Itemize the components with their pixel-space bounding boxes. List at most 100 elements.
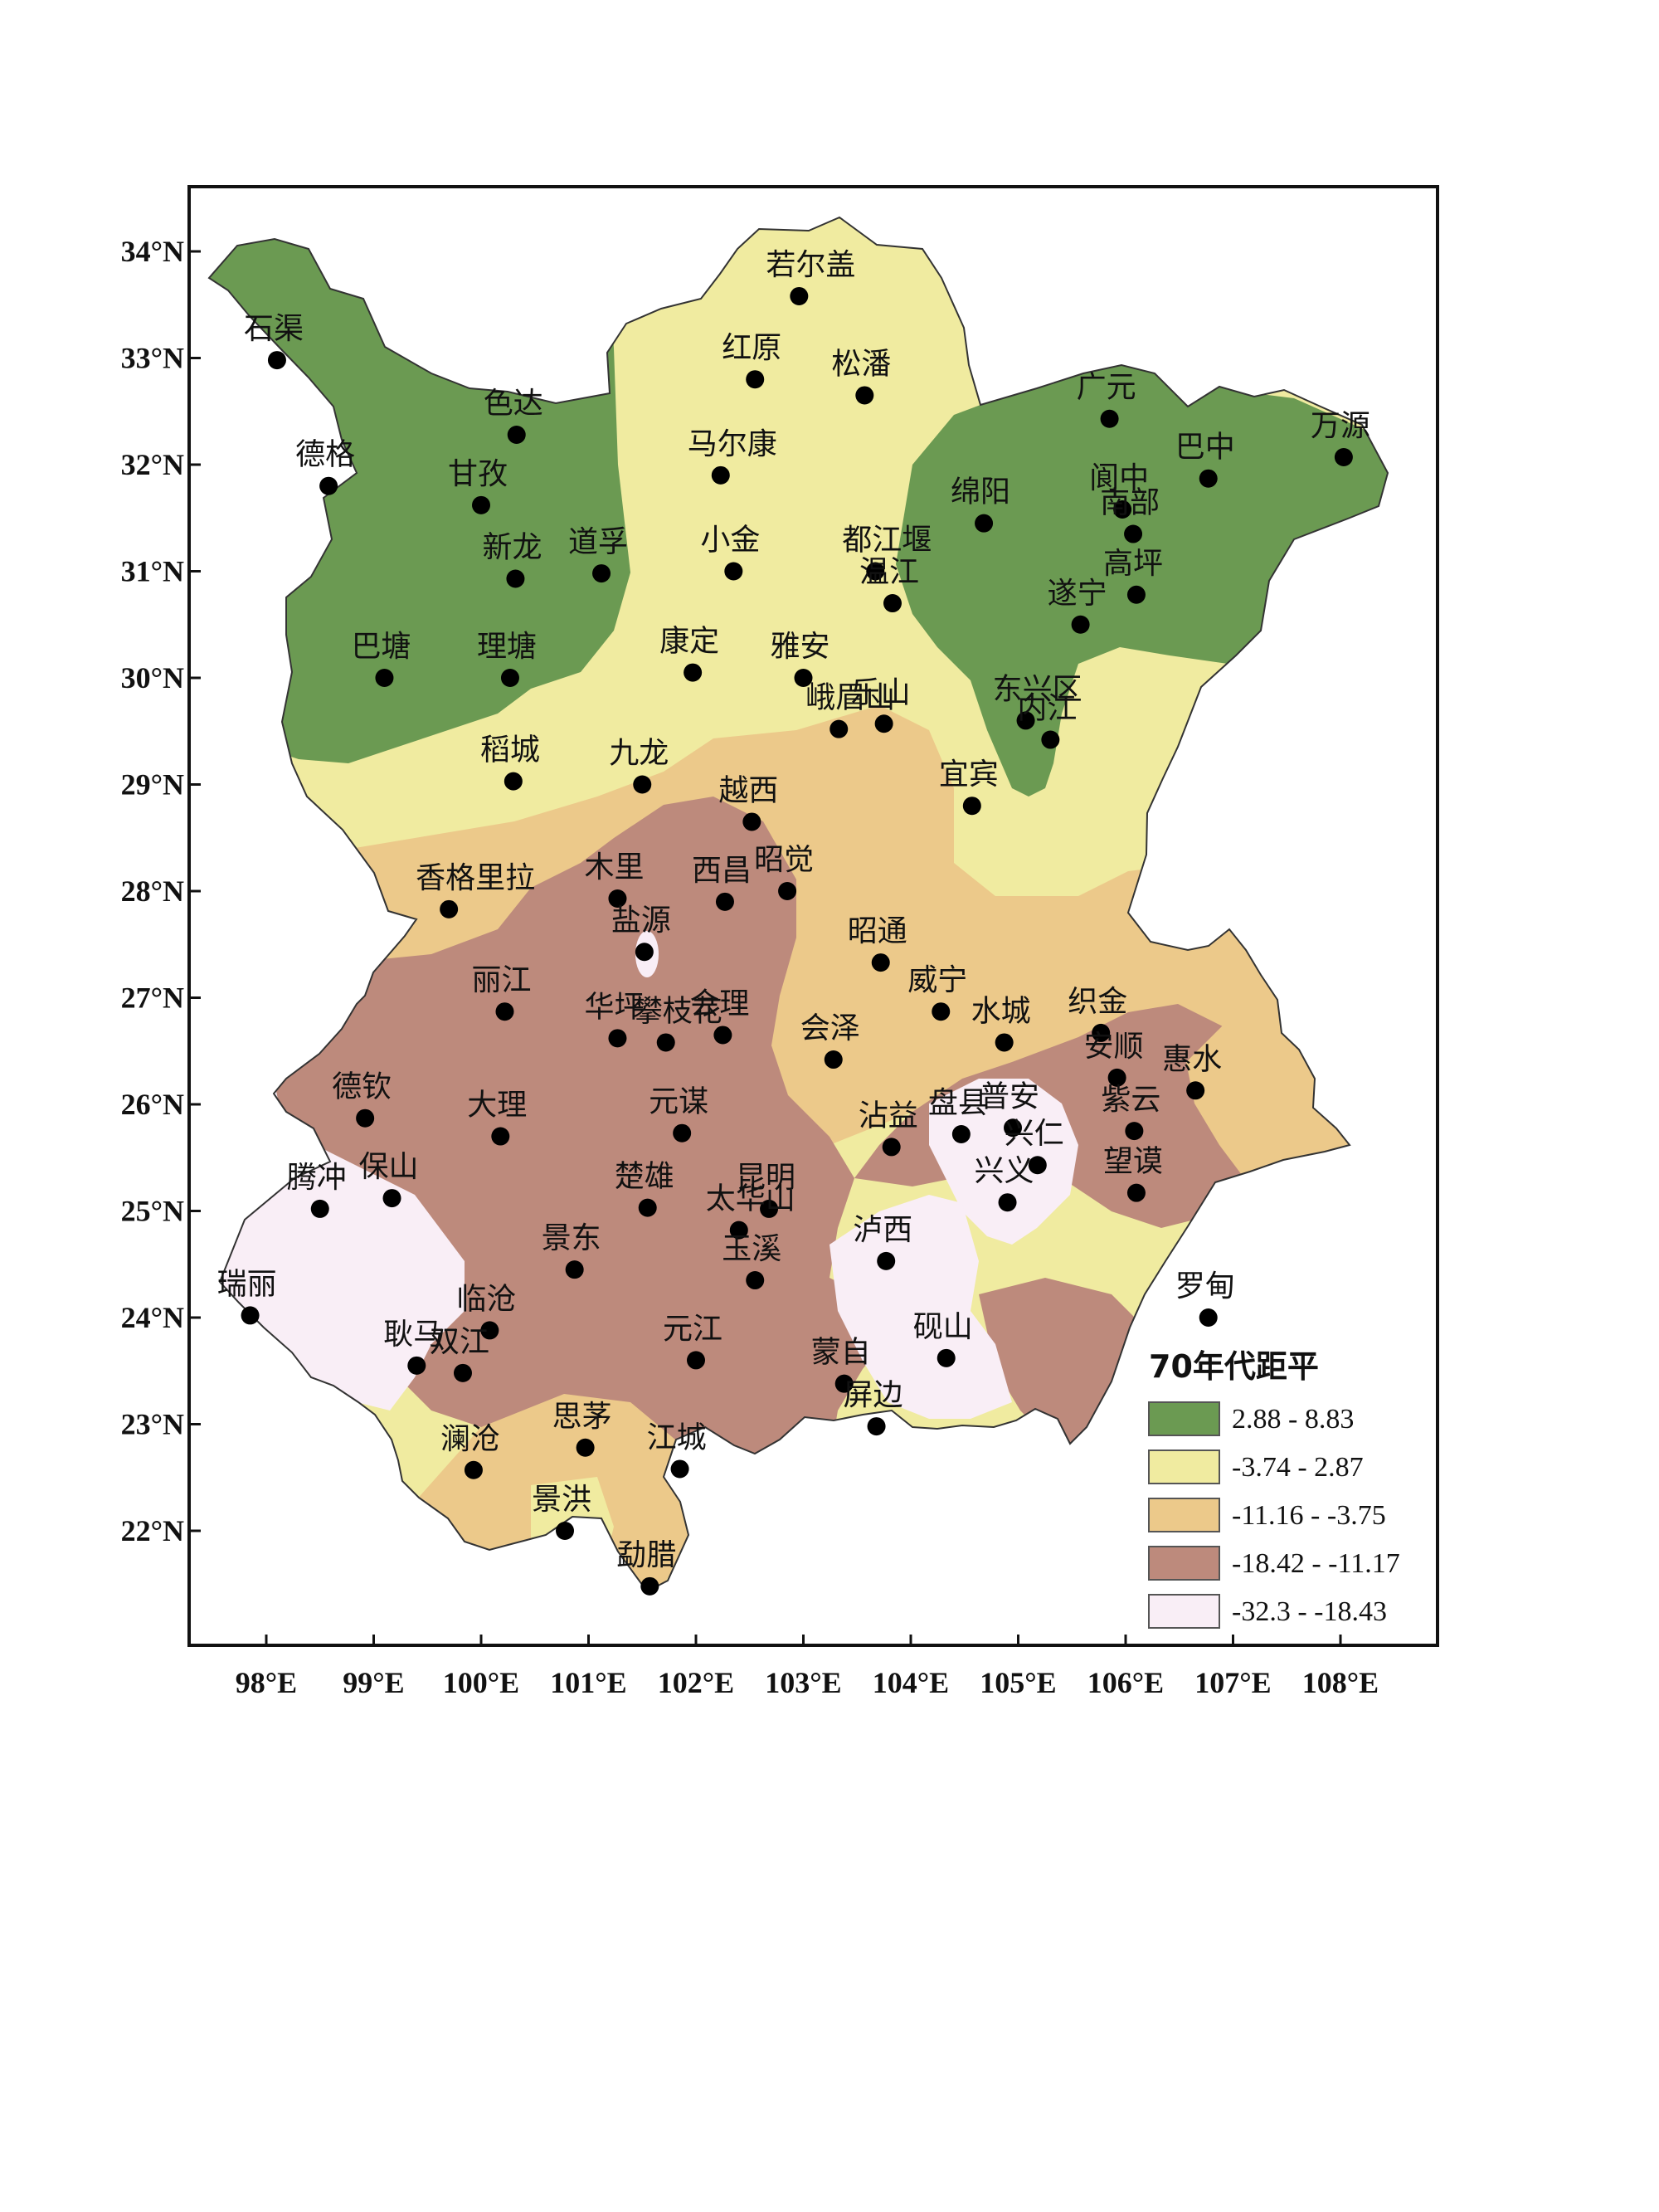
station-marker [874,714,893,733]
station-label: 温江 [859,555,919,589]
station-label: 德格 [295,438,355,472]
y-tick-label: 28°N [121,875,184,908]
x-tick-label: 100°E [443,1666,519,1699]
y-tick-label: 27°N [121,982,184,1015]
station-label: 遂宁 [1048,577,1107,611]
station-label: 宜宾 [939,758,999,792]
station-label: 保山 [359,1150,419,1184]
station-label: 泸西 [853,1213,912,1247]
station-label: 理塘 [477,630,537,664]
station-marker [464,1460,483,1479]
station-marker [1071,615,1090,634]
station-marker [638,1198,657,1217]
station-label: 昆明 [736,1161,795,1195]
station-label: 大理 [467,1089,527,1123]
station-label: 木里 [584,850,644,884]
station-marker [635,943,654,962]
y-tick-label: 32°N [121,448,184,481]
station-marker [1334,448,1353,467]
station-label: 马尔康 [688,427,777,461]
station-label: 砚山 [913,1310,973,1344]
station-marker [715,892,734,911]
station-marker [877,1251,896,1270]
region-pink-southeast [830,1195,1012,1419]
station-label: 兴仁 [1005,1117,1064,1151]
station-label: 绵阳 [951,475,1010,509]
station-label: 丽江 [471,963,531,997]
station-marker [790,286,809,305]
station-marker [565,1260,584,1279]
legend-swatch [1148,1498,1220,1532]
station-marker [729,1220,748,1240]
y-tick-label: 26°N [121,1088,184,1121]
station-marker [713,1026,732,1045]
station-marker [1016,711,1035,730]
station-label: 望谟 [1103,1145,1163,1179]
station-marker [592,564,611,583]
station-marker [866,562,885,581]
station-marker [824,1050,843,1069]
station-label: 惠水 [1162,1042,1222,1076]
legend-swatch [1148,1594,1220,1629]
legend-label: 2.88 - 8.83 [1232,1404,1354,1435]
station-marker [495,1002,514,1021]
station-label: 景洪 [532,1483,591,1517]
station-marker [1125,1122,1144,1141]
station-marker [746,370,765,389]
station-marker [998,1193,1017,1212]
x-tick-label: 102°E [658,1666,734,1699]
station-label: 威宁 [907,963,967,997]
station-label: 元谋 [649,1085,708,1119]
map-border [187,185,1439,1647]
station-marker [742,812,761,831]
station-label: 广元 [1077,371,1136,405]
station-label: 九龙 [609,737,669,771]
station-marker [962,797,981,816]
station-label: 攀枝花 [633,994,722,1028]
x-axis: 98°E 99°E 100°E 101°E 102°E 103°E 104°E 105°E 10… [236,1635,1379,1699]
station-marker [382,1189,401,1208]
x-tick-label: 101°E [550,1666,626,1699]
station-label: 盘县 [928,1086,988,1120]
y-tick-label: 31°N [121,555,184,588]
x-tick-label: 106°E [1087,1666,1164,1699]
station-marker [882,1138,901,1157]
station-label: 澜沧 [440,1422,500,1456]
station-marker [1107,1068,1126,1087]
station-marker [507,426,526,445]
station-marker [932,1002,951,1021]
station-marker [673,1123,692,1143]
station-marker [975,514,994,533]
station-label: 康定 [659,625,719,659]
station-marker [1126,1183,1146,1202]
station-label: 景东 [542,1221,601,1255]
station-label: 西昌 [692,854,752,888]
station-label: 兴义 [975,1154,1034,1188]
station-marker [1041,730,1060,749]
y-tick-label: 25°N [121,1195,184,1228]
station-label: 小金 [700,524,760,558]
station-marker [867,1417,886,1436]
station-marker [608,889,627,908]
station-marker [871,953,890,972]
station-label: 阆中 [1089,461,1149,495]
station-label: 若尔盖 [766,248,855,282]
station-label: 色达 [484,387,543,421]
station-label: 高坪 [1103,547,1163,581]
x-tick-label: 104°E [873,1666,949,1699]
station-marker [576,1438,595,1457]
station-marker [883,594,902,613]
station-label: 甘孜 [448,457,508,491]
station-marker [1124,524,1143,543]
station-label: 松潘 [831,347,891,381]
station-marker [506,569,525,588]
station-label: 香格里拉 [416,861,535,895]
station-label: 会泽 [800,1011,860,1045]
y-tick-label: 33°N [121,342,184,375]
station-label: 紫云 [1101,1083,1160,1117]
station-marker [1199,469,1218,488]
station-marker [319,476,338,495]
